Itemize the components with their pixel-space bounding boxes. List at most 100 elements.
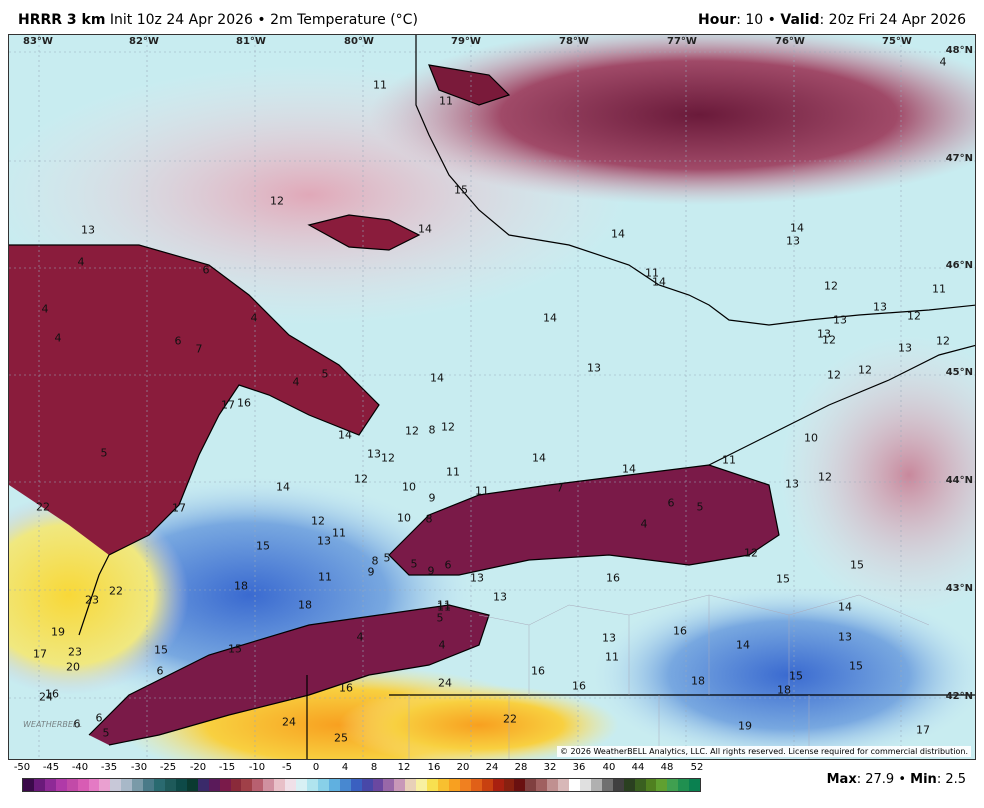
temperature-value: 15 <box>154 643 168 657</box>
min-value: : 2.5 <box>936 772 966 787</box>
temperature-value: 14 <box>611 227 625 241</box>
valid-time-info: Hour: 10 • Valid: 20z Fri 24 Apr 2026 <box>698 12 966 28</box>
temperature-value: 12 <box>827 368 841 382</box>
temperature-value: 13 <box>786 234 800 248</box>
colorbar-segment <box>296 779 307 791</box>
colorbar-segment <box>481 779 493 791</box>
colorbar-segment <box>448 779 460 791</box>
temperature-value: 11 <box>437 598 451 612</box>
colorbar-tick: 48 <box>660 762 674 773</box>
latitude-label: 45°N <box>945 367 973 378</box>
temperature-map[interactable]: 83°W 82°W 81°W 80°W 79°W 78°W 77°W 76°W 75°W 48°… <box>8 34 976 760</box>
temperature-value: 12 <box>311 514 325 528</box>
max-label: Max <box>826 772 857 787</box>
temperature-value: 14 <box>418 222 432 236</box>
temperature-value: 5 <box>410 557 418 571</box>
init-time: Init 10z 24 Apr 2026 <box>109 12 253 28</box>
temperature-value: 15 <box>228 642 242 656</box>
temperature-value: 23 <box>68 645 82 659</box>
map-title: HRRR 3 km Init 10z 24 Apr 2026 • 2m Temp… <box>18 12 418 28</box>
longitude-label: 78°W <box>559 36 589 47</box>
latitude-label: 43°N <box>945 583 973 594</box>
colorbar-segment <box>427 779 439 791</box>
temperature-value: 4 <box>292 375 300 389</box>
colorbar-segment <box>285 779 297 791</box>
colorbar-tick: 16 <box>427 762 441 773</box>
colorbar-segment <box>667 779 679 791</box>
colorbar-segment <box>656 779 668 791</box>
colorbar-segment <box>438 779 449 791</box>
temperature-value: 12 <box>405 424 419 438</box>
temperature-value: 15 <box>789 669 803 683</box>
temperature-value: 18 <box>691 674 705 688</box>
temperature-value: 12 <box>822 333 836 347</box>
temperature-value: 11 <box>722 453 736 467</box>
temperature-value: 4 <box>640 517 648 531</box>
longitude-label: 83°W <box>23 36 53 47</box>
temperature-value: 16 <box>237 396 251 410</box>
temperature-value: 11 <box>475 484 489 498</box>
valid-value: : 20z Fri 24 Apr 2026 <box>819 12 966 28</box>
temperature-value: 4 <box>939 55 947 69</box>
colorbar-tick: 4 <box>341 762 349 773</box>
temperature-value: 9 <box>367 565 375 579</box>
temperature-value: 6 <box>73 717 81 731</box>
temperature-value: 13 <box>587 361 601 375</box>
temperature-value: 23 <box>85 593 99 607</box>
colorbar-tick: -5 <box>282 762 292 773</box>
temperature-value: 15 <box>454 183 468 197</box>
latitude-label: 46°N <box>945 260 973 271</box>
temperature-value: 12 <box>441 420 455 434</box>
temperature-colorbar <box>22 778 701 792</box>
temperature-value: 13 <box>817 327 831 341</box>
colorbar-segment <box>23 779 34 791</box>
colorbar-segment <box>547 779 559 791</box>
field-name: 2m Temperature (°C) <box>270 12 418 28</box>
temperature-value: 4 <box>54 331 62 345</box>
temperature-value: 5 <box>383 551 391 565</box>
temperature-value: 14 <box>543 311 557 325</box>
temperature-value: 4 <box>250 311 258 325</box>
temperature-value: 22 <box>109 584 123 598</box>
temperature-value: 13 <box>470 571 484 585</box>
latitude-label: 48°N <box>945 45 973 56</box>
colorbar-segment <box>503 779 515 791</box>
colorbar-segment <box>514 779 526 791</box>
temperature-value: 13 <box>317 534 331 548</box>
temperature-value: 4 <box>41 302 49 316</box>
colorbar-segment <box>274 779 286 791</box>
temperature-value: 13 <box>81 223 95 237</box>
max-value: : 27.9 <box>856 772 895 787</box>
colorbar-segment <box>612 779 624 791</box>
colorbar-segment <box>678 779 690 791</box>
temperature-value: 13 <box>833 313 847 327</box>
temperature-value: 14 <box>790 221 804 235</box>
temperature-value: 16 <box>572 679 586 693</box>
longitude-label: 82°W <box>129 36 159 47</box>
temperature-value: 14 <box>736 638 750 652</box>
colorbar-segment <box>394 779 406 791</box>
temperature-value: 22 <box>36 500 50 514</box>
temperature-value: 12 <box>824 279 838 293</box>
temperature-value: 11 <box>932 282 946 296</box>
temperature-value: 11 <box>332 526 346 540</box>
temperature-value: 6 <box>95 711 103 725</box>
colorbar-segment <box>44 779 56 791</box>
colorbar-tick: 28 <box>514 762 528 773</box>
colorbar-segment <box>132 779 144 791</box>
temperature-value: 11 <box>437 600 451 614</box>
colorbar-segment <box>569 779 581 791</box>
colorbar-tick: -30 <box>130 762 148 773</box>
temperature-value: 24 <box>39 690 53 704</box>
colorbar-segment <box>99 779 111 791</box>
temperature-value: 12 <box>936 334 950 348</box>
colorbar-segment <box>383 779 395 791</box>
temperature-value: 6 <box>156 664 164 678</box>
longitude-label: 77°W <box>667 36 697 47</box>
colorbar-segment <box>645 779 657 791</box>
temperature-value: 18 <box>777 683 791 697</box>
temperature-value: 5 <box>696 500 704 514</box>
temperature-value: 11 <box>605 650 619 664</box>
colorbar-tick: 8 <box>370 762 378 773</box>
temperature-value: 14 <box>338 428 352 442</box>
